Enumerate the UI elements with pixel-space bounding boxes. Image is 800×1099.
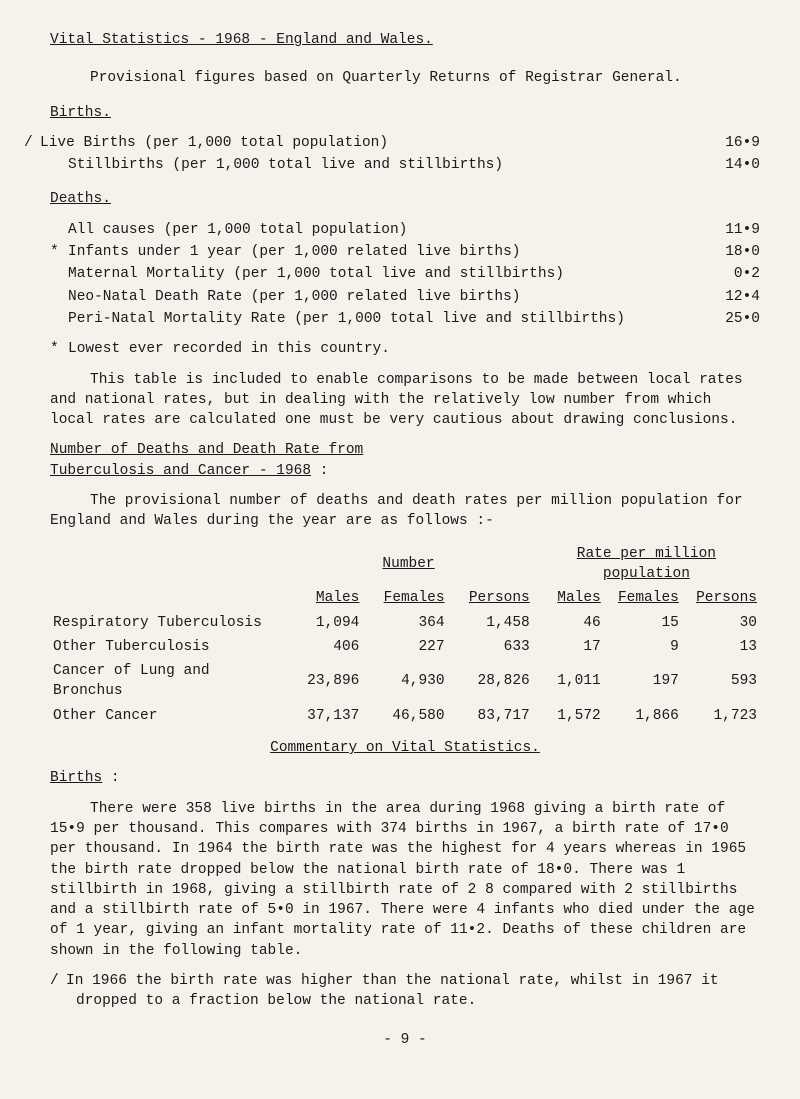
- col-females: Females: [362, 586, 447, 610]
- cell: 23,896: [284, 659, 362, 704]
- population-header: population: [603, 566, 690, 582]
- cell: 15: [604, 611, 682, 635]
- number-header: Number: [382, 556, 434, 572]
- star-icon: *: [50, 242, 68, 262]
- row-label: Other Tuberculosis: [50, 635, 284, 659]
- cell: 227: [362, 635, 447, 659]
- neonatal-row: Neo-Natal Death Rate (per 1,000 related …: [50, 287, 760, 307]
- cell: 406: [284, 635, 362, 659]
- cell: 83,717: [448, 704, 533, 728]
- table-paragraph: This table is included to enable compari…: [50, 370, 760, 431]
- maternal-label: Maternal Mortality (per 1,000 total live…: [68, 264, 700, 284]
- infants-value: 18•0: [700, 242, 760, 262]
- col-females-rate: Females: [604, 586, 682, 610]
- commentary-heading: Commentary on Vital Statistics.: [50, 738, 760, 758]
- cell: 46,580: [362, 704, 447, 728]
- row-label: Cancer of Lung and Bronchus: [50, 659, 284, 704]
- deaths-heading: Deaths.: [50, 189, 760, 209]
- all-causes-row: All causes (per 1,000 total population) …: [50, 220, 760, 240]
- star-icon: *: [50, 339, 68, 359]
- cell: 1,011: [533, 659, 604, 704]
- provisional-paragraph: The provisional number of deaths and dea…: [50, 491, 760, 532]
- births2-heading: Births :: [50, 768, 760, 788]
- intro-paragraph: Provisional figures based on Quarterly R…: [50, 68, 760, 88]
- neonatal-value: 12•4: [700, 287, 760, 307]
- neonatal-label: Neo-Natal Death Rate (per 1,000 related …: [68, 287, 700, 307]
- all-causes-label: All causes (per 1,000 total population): [68, 220, 700, 240]
- footnote-paragraph: /In 1966 the birth rate was higher than …: [50, 971, 760, 1012]
- table-row: Respiratory Tuberculosis 1,094 364 1,458…: [50, 611, 760, 635]
- stillbirths-value: 14•0: [700, 155, 760, 175]
- row-label: Respiratory Tuberculosis: [50, 611, 284, 635]
- cell: 197: [604, 659, 682, 704]
- dagger-icon: /: [24, 133, 40, 153]
- stats-table: Number Rate per million population Males…: [50, 542, 760, 728]
- number-deaths-heading: Number of Deaths and Death Rate from Tub…: [50, 440, 760, 481]
- live-births-label: Live Births (per 1,000 total population): [40, 135, 388, 151]
- cell: 1,094: [284, 611, 362, 635]
- lowest-note: *Lowest ever recorded in this country.: [50, 339, 760, 359]
- cell: 633: [448, 635, 533, 659]
- cell: 364: [362, 611, 447, 635]
- page-number: - 9 -: [50, 1030, 760, 1050]
- cell: 593: [682, 659, 760, 704]
- live-births-row: /Live Births (per 1,000 total population…: [50, 133, 760, 153]
- table-row: Other Tuberculosis 406 227 633 17 9 13: [50, 635, 760, 659]
- infants-label: Infants under 1 year (per 1,000 related …: [68, 244, 520, 260]
- maternal-value: 0•2: [700, 264, 760, 284]
- perinatal-value: 25•0: [700, 309, 760, 329]
- cell: 4,930: [362, 659, 447, 704]
- births-heading: Births.: [50, 103, 760, 123]
- cell: 13: [682, 635, 760, 659]
- table-row: Cancer of Lung and Bronchus 23,896 4,930…: [50, 659, 760, 704]
- cell: 1,458: [448, 611, 533, 635]
- col-males-rate: Males: [533, 586, 604, 610]
- cell: 30: [682, 611, 760, 635]
- stillbirths-row: Stillbirths (per 1,000 total live and st…: [50, 155, 760, 175]
- perinatal-label: Peri-Natal Mortality Rate (per 1,000 tot…: [68, 309, 700, 329]
- cell: 1,866: [604, 704, 682, 728]
- infants-row: *Infants under 1 year (per 1,000 related…: [50, 242, 760, 262]
- cell: 17: [533, 635, 604, 659]
- cell: 46: [533, 611, 604, 635]
- cell: 1,723: [682, 704, 760, 728]
- row-label: Other Cancer: [50, 704, 284, 728]
- col-males: Males: [284, 586, 362, 610]
- cell: 37,137: [284, 704, 362, 728]
- table-superheader: Number Rate per million population: [50, 542, 760, 587]
- cell: 28,826: [448, 659, 533, 704]
- table-row: Other Cancer 37,137 46,580 83,717 1,572 …: [50, 704, 760, 728]
- table-header-row: Males Females Persons Males Females Pers…: [50, 586, 760, 610]
- col-persons-rate: Persons: [682, 586, 760, 610]
- maternal-row: Maternal Mortality (per 1,000 total live…: [50, 264, 760, 284]
- perinatal-row: Peri-Natal Mortality Rate (per 1,000 tot…: [50, 309, 760, 329]
- page-title: Vital Statistics - 1968 - England and Wa…: [50, 30, 760, 50]
- dagger-icon: /: [50, 971, 66, 991]
- col-persons: Persons: [448, 586, 533, 610]
- cell: 1,572: [533, 704, 604, 728]
- stillbirths-label: Stillbirths (per 1,000 total live and st…: [68, 155, 700, 175]
- births-paragraph: There were 358 live births in the area d…: [50, 799, 760, 961]
- rate-header: Rate per million: [577, 546, 716, 562]
- live-births-value: 16•9: [700, 133, 760, 153]
- cell: 9: [604, 635, 682, 659]
- all-causes-value: 11•9: [700, 220, 760, 240]
